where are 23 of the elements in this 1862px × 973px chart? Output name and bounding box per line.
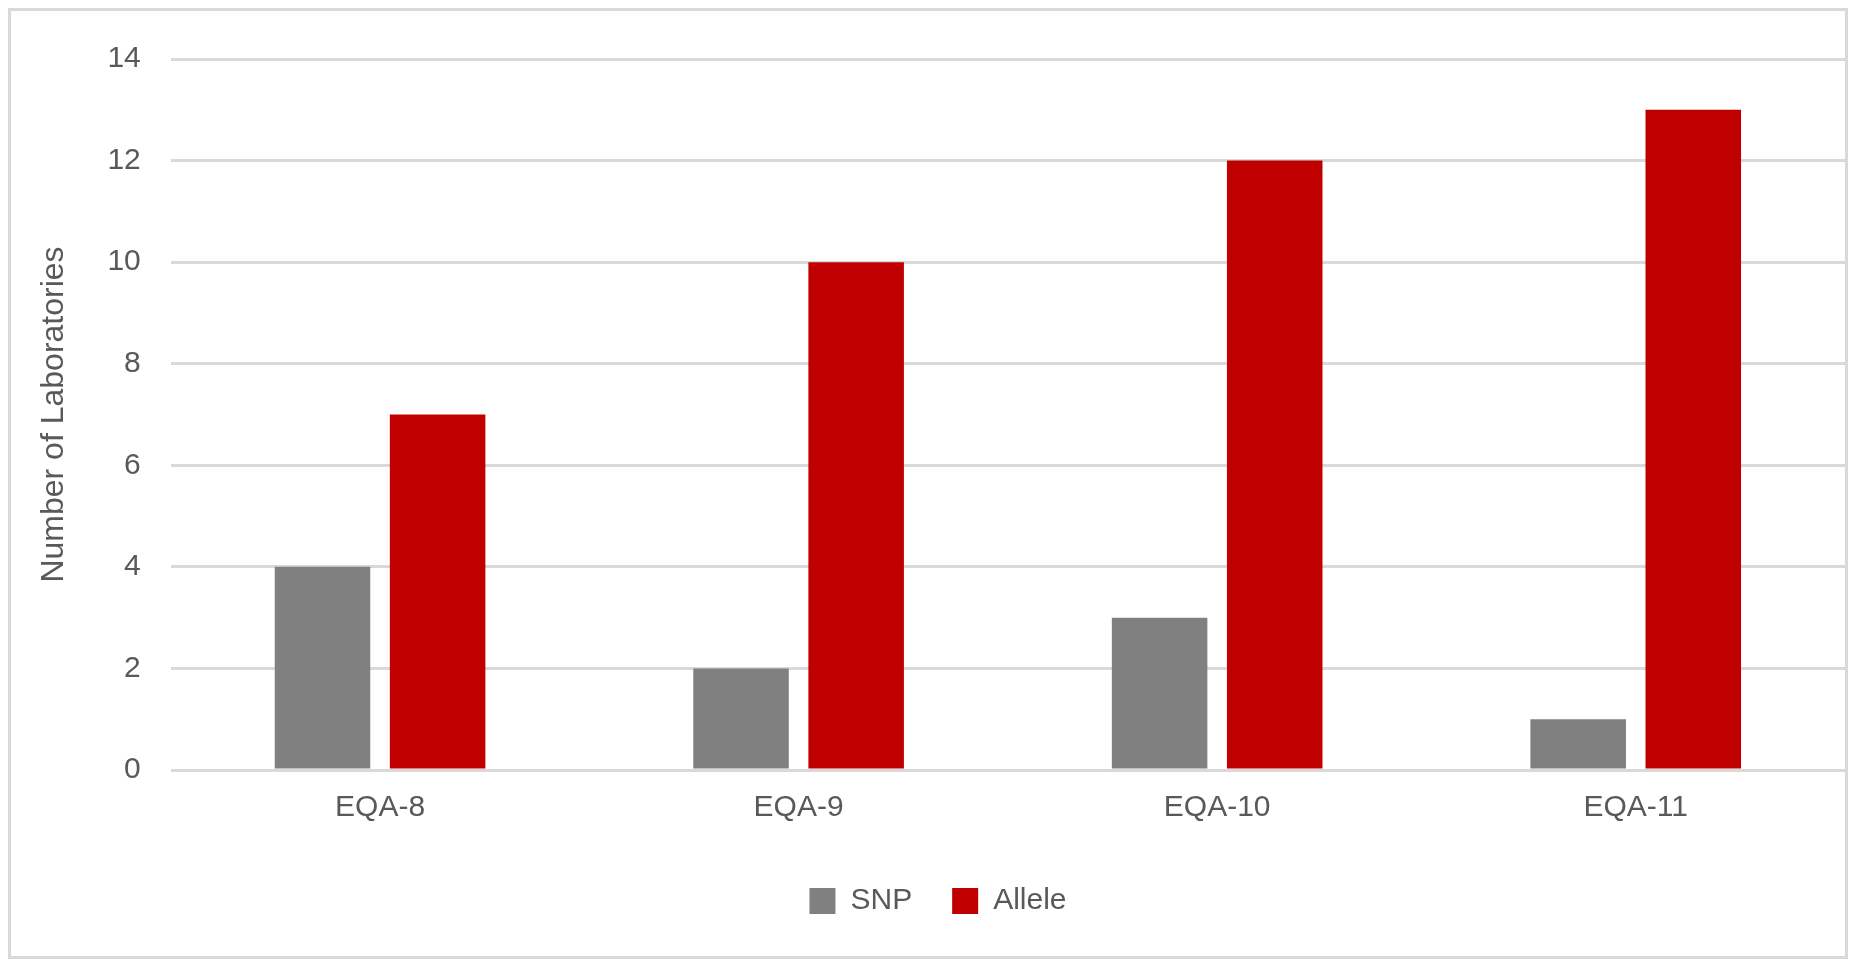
- x-tick-label: EQA-8: [335, 789, 426, 823]
- y-tick-label: 0: [124, 751, 141, 785]
- y-tick-label: 6: [124, 446, 141, 480]
- bar: [1530, 719, 1626, 769]
- bar: [1111, 617, 1208, 769]
- y-tick-label: 2: [124, 649, 141, 683]
- x-tick-label: EQA-11: [1583, 789, 1688, 823]
- bar: [389, 414, 486, 769]
- x-tick-label: EQA-10: [1163, 789, 1271, 823]
- y-tick-label: 4: [124, 548, 141, 582]
- y-tick-label: 12: [107, 141, 141, 175]
- y-axis-title: Number of Laboratories: [34, 246, 71, 583]
- bar: [693, 668, 789, 769]
- y-tick-label: 8: [124, 344, 141, 378]
- bar: [1645, 109, 1742, 769]
- legend-label: Allele: [993, 882, 1067, 916]
- y-tick-label: 10: [107, 243, 141, 277]
- y-tick-label: 14: [107, 40, 141, 74]
- bar: [1226, 160, 1323, 769]
- x-tick-label: EQA-9: [753, 789, 844, 823]
- bar: [808, 262, 904, 769]
- bar: [274, 566, 371, 769]
- legend-label: SNP: [850, 882, 913, 916]
